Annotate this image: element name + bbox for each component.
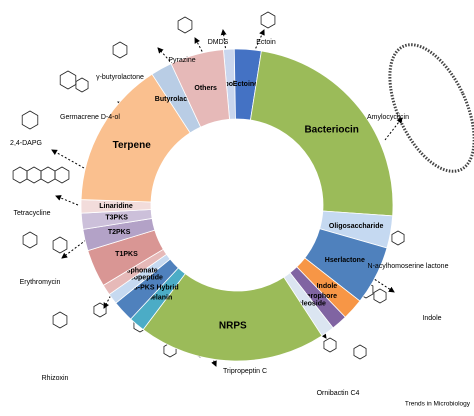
segment-label: Hserlactone xyxy=(325,257,365,264)
amylocyclicin-ring xyxy=(388,43,474,173)
segment-label: Oligosaccharide xyxy=(329,223,384,230)
structure-ring xyxy=(323,337,337,353)
segment-label: Siderophore xyxy=(296,293,337,300)
structure-ring xyxy=(75,77,89,93)
segment-label: T2PKS xyxy=(108,229,131,236)
donut-segment xyxy=(142,273,323,362)
structure-ring xyxy=(373,288,387,304)
structure-ring xyxy=(40,166,56,184)
structure-ring xyxy=(391,230,405,246)
structure-ring xyxy=(52,236,68,254)
segment-label: Others xyxy=(194,85,217,92)
compound-label: Ornibactin C4 xyxy=(317,390,360,397)
segment-label: Lassopeptide xyxy=(118,275,163,282)
compound-label: Tripropeptin C xyxy=(223,368,267,375)
segment-label: Arplpolyene xyxy=(210,81,251,88)
structure-ring xyxy=(59,70,77,90)
structure-ring xyxy=(112,41,128,59)
credit: Trends in Microbiology xyxy=(405,401,471,408)
segment-label: T1PKS xyxy=(115,251,138,258)
structure-ring xyxy=(26,166,42,184)
donut-segment xyxy=(249,50,394,217)
donut-segment xyxy=(170,49,230,128)
segment-label: Butyrolactone xyxy=(155,96,202,103)
segment-label: Indole xyxy=(317,283,338,290)
arrow xyxy=(194,37,205,56)
arrow xyxy=(55,195,79,206)
structure-ring xyxy=(52,311,68,329)
segment-label: Nucleoside xyxy=(289,300,326,307)
segment-label: Melanin xyxy=(146,295,172,302)
compound-label: 2,4-DAPG xyxy=(10,140,42,147)
segment-label: T3PKS xyxy=(105,214,128,221)
segment-label: NRPS-PKS Hybrid xyxy=(118,284,178,291)
compound-label: Indole xyxy=(422,315,441,322)
arrow xyxy=(51,149,85,169)
compound-label: Ectoin xyxy=(256,39,276,46)
structure-ring xyxy=(260,11,276,29)
segment-label: Terpene xyxy=(113,140,152,151)
segment-label: Phosphonate xyxy=(113,268,157,275)
compound-label: Pyrazine xyxy=(168,57,195,64)
annotations: γ-butyrolactone Pyrazine DMDS Ectoin Germacr… xyxy=(10,39,449,397)
structure-ring xyxy=(93,302,107,318)
segment-label: NRPS xyxy=(219,321,247,332)
structure-ring xyxy=(353,344,367,360)
structure-ring xyxy=(54,166,70,184)
arrow xyxy=(61,239,87,259)
segment-label: Linaridine xyxy=(99,203,133,210)
compound-label: Amylocyclicin xyxy=(367,114,409,121)
compound-label: Tetracycline xyxy=(14,210,51,217)
arrow xyxy=(253,29,265,53)
compound-label: γ-butyrolactone xyxy=(96,74,144,81)
compound-label: N-acylhomoserine lactone xyxy=(368,263,449,270)
compound-label: Erythromycin xyxy=(20,279,61,286)
segment-label: Ectoine xyxy=(233,81,258,88)
structure-ring xyxy=(177,16,193,34)
structure-ring xyxy=(21,110,39,130)
structure-ring xyxy=(22,231,38,249)
arrow xyxy=(384,117,403,141)
compound-label: Rhizoxin xyxy=(42,375,69,382)
compound-label: DMDS xyxy=(208,39,229,46)
segment-label: Bacteriocin xyxy=(304,124,358,135)
structure-ring xyxy=(12,166,28,184)
compound-label: Germacrene D-4-ol xyxy=(60,114,120,121)
